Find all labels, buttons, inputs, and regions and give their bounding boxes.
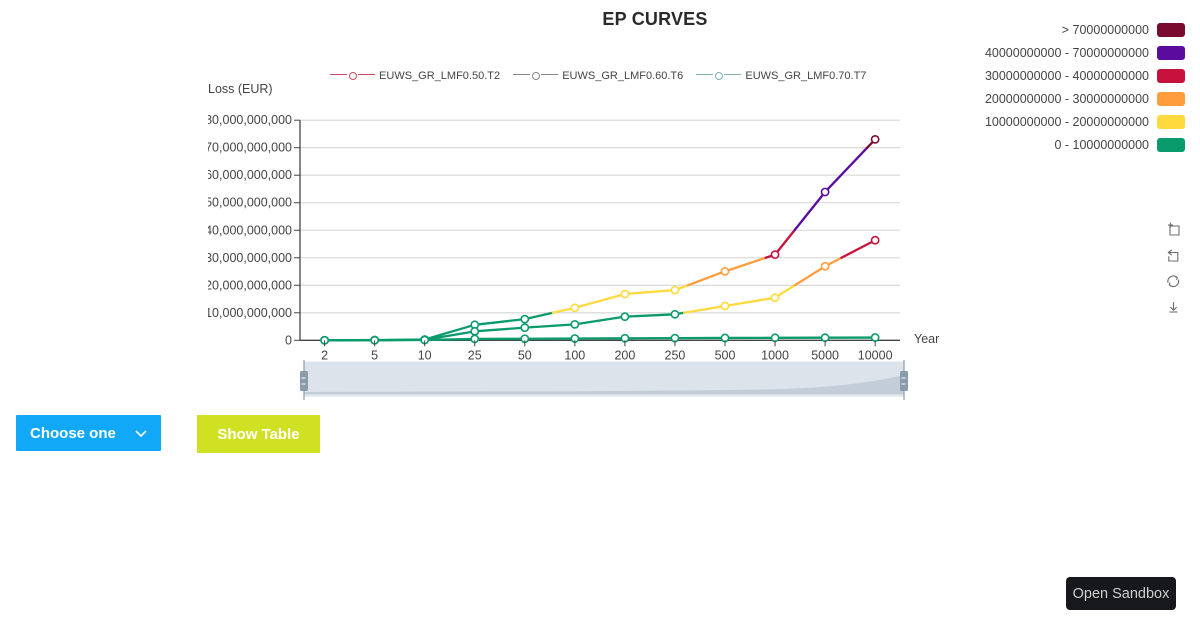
- svg-text:5000: 5000: [811, 348, 839, 362]
- svg-text:10: 10: [418, 348, 432, 362]
- svg-text:40,000,000,000: 40,000,000,000: [208, 223, 292, 237]
- svg-text:50: 50: [518, 348, 532, 362]
- svg-text:20,000,000,000: 20,000,000,000: [208, 278, 292, 292]
- svg-text:500: 500: [715, 348, 736, 362]
- svg-text:50,000,000,000: 50,000,000,000: [208, 196, 292, 210]
- svg-text:10,000,000,000: 10,000,000,000: [208, 306, 292, 320]
- svg-text:70,000,000,000: 70,000,000,000: [208, 141, 292, 155]
- svg-text:30,000,000,000: 30,000,000,000: [208, 251, 292, 265]
- svg-text:1000: 1000: [761, 348, 789, 362]
- svg-text:2: 2: [321, 348, 328, 362]
- svg-text:100: 100: [564, 348, 585, 362]
- svg-text:80,000,000,000: 80,000,000,000: [208, 113, 292, 127]
- svg-text:60,000,000,000: 60,000,000,000: [208, 168, 292, 182]
- svg-text:0: 0: [285, 333, 292, 347]
- svg-text:10000: 10000: [858, 348, 893, 362]
- svg-text:200: 200: [614, 348, 635, 362]
- svg-text:250: 250: [665, 348, 686, 362]
- svg-text:25: 25: [468, 348, 482, 362]
- svg-text:5: 5: [371, 348, 378, 362]
